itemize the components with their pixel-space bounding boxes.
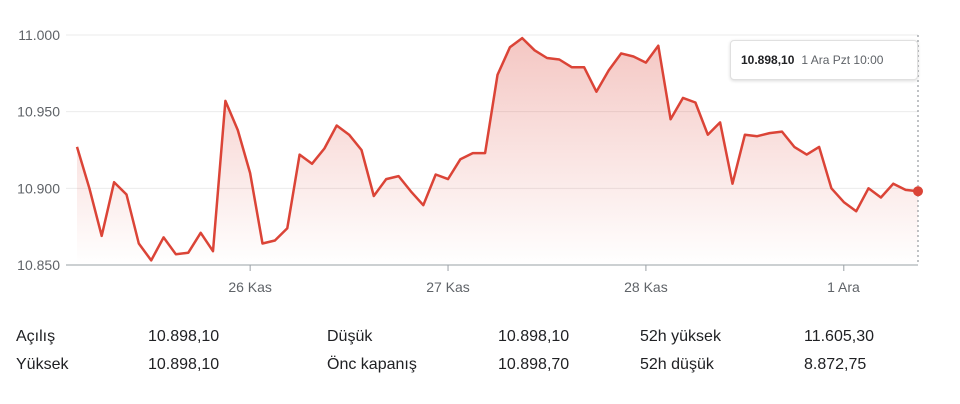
stat-label-low: Düşük	[327, 328, 373, 345]
stat-label-open: Açılış	[16, 328, 56, 345]
x-tick-label: 28 Kas	[624, 279, 668, 295]
stat-label-prev-close: Önc kapanış	[327, 356, 417, 373]
stat-value-prev-close: 10.898,70	[498, 356, 570, 373]
x-tick-label: 27 Kas	[426, 279, 470, 295]
stat-label-high: Yüksek	[16, 356, 69, 373]
price-line	[75, 36, 919, 262]
stats-table: Açılış 10.898,10 Yüksek 10.898,10 Düşük …	[16, 323, 936, 383]
y-tick-label: 11.000	[18, 27, 60, 43]
x-tick-label: 1 Ara	[827, 279, 860, 295]
y-tick-label: 10.950	[17, 104, 60, 120]
current-point-marker[interactable]	[913, 186, 923, 197]
price-chart[interactable]: 11.000 10.950 10.900 10.850 26 Kas 27 Kas 28 …	[0, 0, 960, 310]
stat-label-52w-low: 52h düşük	[640, 356, 714, 373]
stat-label-52w-high: 52h yüksek	[640, 328, 721, 345]
x-tick-label: 26 Kas	[228, 279, 272, 295]
stat-value-low: 10.898,10	[498, 328, 570, 345]
stat-value-52w-low: 8.872,75	[804, 356, 867, 373]
y-tick-label: 10.850	[17, 257, 60, 273]
tooltip-time: 1 Ara Pzt 10:00	[801, 53, 884, 67]
hover-tooltip: 10.898,10 1 Ara Pzt 10:00	[730, 40, 918, 80]
y-tick-label: 10.900	[17, 180, 60, 196]
stat-value-52w-high: 11.605,30	[804, 328, 874, 345]
stat-value-open: 10.898,10	[148, 328, 220, 345]
price-area-fill	[77, 38, 918, 265]
tooltip-value: 10.898,10	[741, 53, 795, 67]
stat-value-high: 10.898,10	[148, 356, 220, 373]
